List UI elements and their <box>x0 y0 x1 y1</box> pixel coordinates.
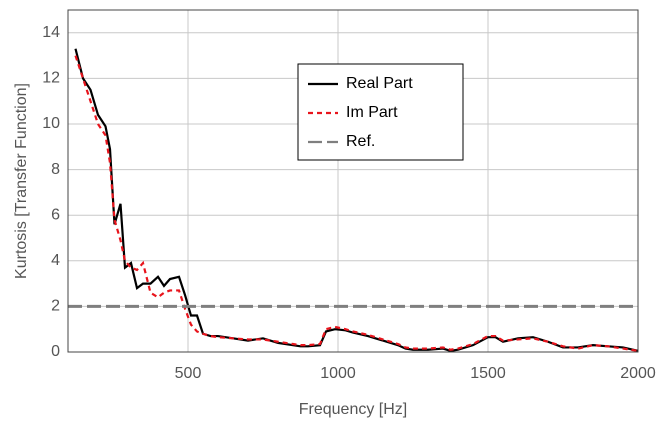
x-tick-label: 2000 <box>620 365 656 382</box>
plot-frame <box>67 9 639 353</box>
x-tick-label: 1500 <box>470 365 506 382</box>
y-tick-label: 6 <box>51 206 60 223</box>
x-tick-label: 1000 <box>320 365 356 382</box>
y-tick-label: 2 <box>51 298 60 315</box>
y-axis-label: Kurtosis [Transfer Function] <box>13 83 30 279</box>
x-axis-label: Frequency [Hz] <box>299 401 407 418</box>
y-tick-label: 10 <box>42 115 60 132</box>
y-tick-label: 14 <box>42 24 60 41</box>
y-tick-label: 8 <box>51 161 60 178</box>
plot-area <box>68 10 638 352</box>
y-tick-label: 0 <box>51 343 60 360</box>
y-tick-label: 12 <box>42 70 60 87</box>
legend-label: Real Part <box>346 75 413 92</box>
legend-box <box>297 63 464 161</box>
data-line <box>74 55 639 352</box>
y-tick-label: 4 <box>51 252 60 269</box>
legend-label: Im Part <box>346 104 398 121</box>
x-tick-label: 500 <box>175 365 202 382</box>
legend-label: Ref. <box>346 133 375 150</box>
